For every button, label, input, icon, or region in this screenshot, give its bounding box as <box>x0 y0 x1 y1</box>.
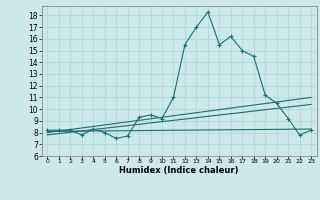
X-axis label: Humidex (Indice chaleur): Humidex (Indice chaleur) <box>119 166 239 175</box>
